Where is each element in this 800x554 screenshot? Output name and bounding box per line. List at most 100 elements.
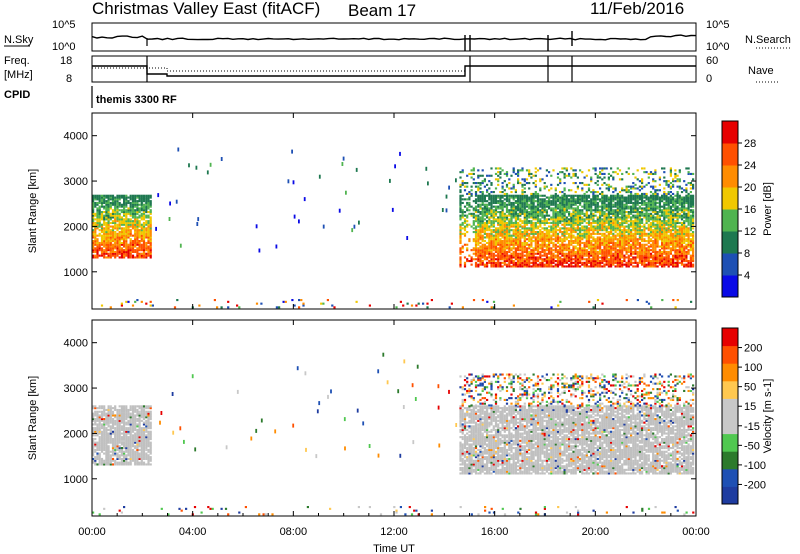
range-cell (645, 247, 648, 250)
range-cell (472, 216, 475, 219)
range-cell (528, 203, 531, 206)
range-cell (634, 245, 637, 248)
range-cell (627, 212, 630, 215)
range-cell (607, 265, 610, 268)
range-cell (649, 172, 653, 176)
range-cell (689, 211, 692, 214)
range-cell (461, 209, 464, 212)
range-cell (466, 225, 469, 228)
range-cell (672, 201, 675, 205)
range-cell (138, 254, 141, 257)
range-cell (543, 252, 546, 255)
range-cell (692, 205, 695, 208)
range-cell (145, 223, 148, 226)
range-cell (488, 260, 491, 263)
range-cell (612, 198, 615, 201)
range-cell (134, 250, 137, 254)
range-cell (94, 194, 97, 197)
range-cell (654, 241, 657, 245)
range-cell (517, 243, 520, 246)
range-cell (550, 256, 553, 259)
range-cell (672, 185, 675, 188)
range-cell (479, 205, 482, 208)
range-cell (213, 299, 216, 302)
range-cell (111, 225, 115, 228)
range-cell (576, 265, 579, 268)
range-cell (585, 231, 588, 234)
range-cell (105, 243, 108, 246)
range-cell (474, 252, 478, 255)
range-cell (687, 220, 690, 223)
range-cell (590, 247, 593, 250)
range-cell (497, 236, 500, 239)
range-cell (503, 192, 506, 196)
range-cell (649, 261, 653, 264)
range-cell (661, 211, 664, 214)
range-cell (636, 218, 639, 221)
range-cell (614, 260, 617, 263)
range-cell (685, 218, 688, 221)
range-cell (145, 243, 148, 246)
range-cell (676, 261, 679, 264)
range-cell (118, 220, 121, 223)
range-cell (536, 263, 540, 266)
range-cell (599, 227, 602, 230)
range-cell (638, 189, 641, 192)
range-cell (532, 212, 535, 215)
range-cell (501, 221, 504, 225)
range-cell (612, 263, 615, 266)
range-cell (643, 185, 646, 188)
range-cell (601, 167, 604, 170)
range-cell (497, 205, 500, 208)
range-cell (607, 220, 610, 223)
range-cell (634, 216, 637, 219)
range-cell (559, 180, 562, 183)
range-cell (685, 256, 688, 259)
range-cell (638, 261, 641, 264)
range-cell (481, 221, 484, 225)
range-cell (599, 171, 602, 174)
range-cell (514, 172, 517, 176)
range-cell (539, 211, 542, 214)
range-cell (687, 245, 690, 248)
range-cell (663, 240, 666, 243)
range-cell (610, 236, 613, 239)
range-cell (685, 196, 688, 199)
range-cell (541, 245, 544, 248)
range-cell (532, 227, 535, 230)
range-cell (556, 229, 560, 232)
range-cell (528, 256, 531, 259)
range-cell (100, 216, 104, 219)
range-cell (563, 223, 566, 226)
range-cell (667, 227, 670, 230)
range-cell (612, 209, 615, 212)
range-cell (505, 234, 509, 237)
range-cell (481, 245, 484, 248)
range-cell (559, 243, 562, 246)
range-cell (674, 174, 677, 177)
range-cell (672, 249, 675, 252)
range-cell (545, 236, 548, 239)
range-cell (486, 258, 489, 261)
range-cell (528, 198, 531, 201)
range-cell (685, 227, 688, 230)
range-cell (676, 221, 679, 225)
range-cell (649, 245, 653, 248)
range-cell (490, 241, 493, 245)
range-cell (647, 245, 650, 248)
range-cell (687, 236, 690, 239)
range-cell (492, 200, 495, 203)
range-cell (494, 238, 498, 241)
range-cell (492, 234, 495, 237)
range-cell (678, 209, 681, 212)
nsky-tick-top: 10^5 (52, 19, 76, 31)
range-cell (683, 196, 686, 199)
range-cell (650, 306, 653, 309)
range-cell (572, 250, 575, 254)
range-cell (514, 263, 517, 266)
range-cell (333, 306, 336, 309)
range-cell (556, 254, 560, 257)
range-cell (612, 245, 615, 248)
range-cell (541, 221, 544, 225)
range-cell (472, 169, 475, 172)
